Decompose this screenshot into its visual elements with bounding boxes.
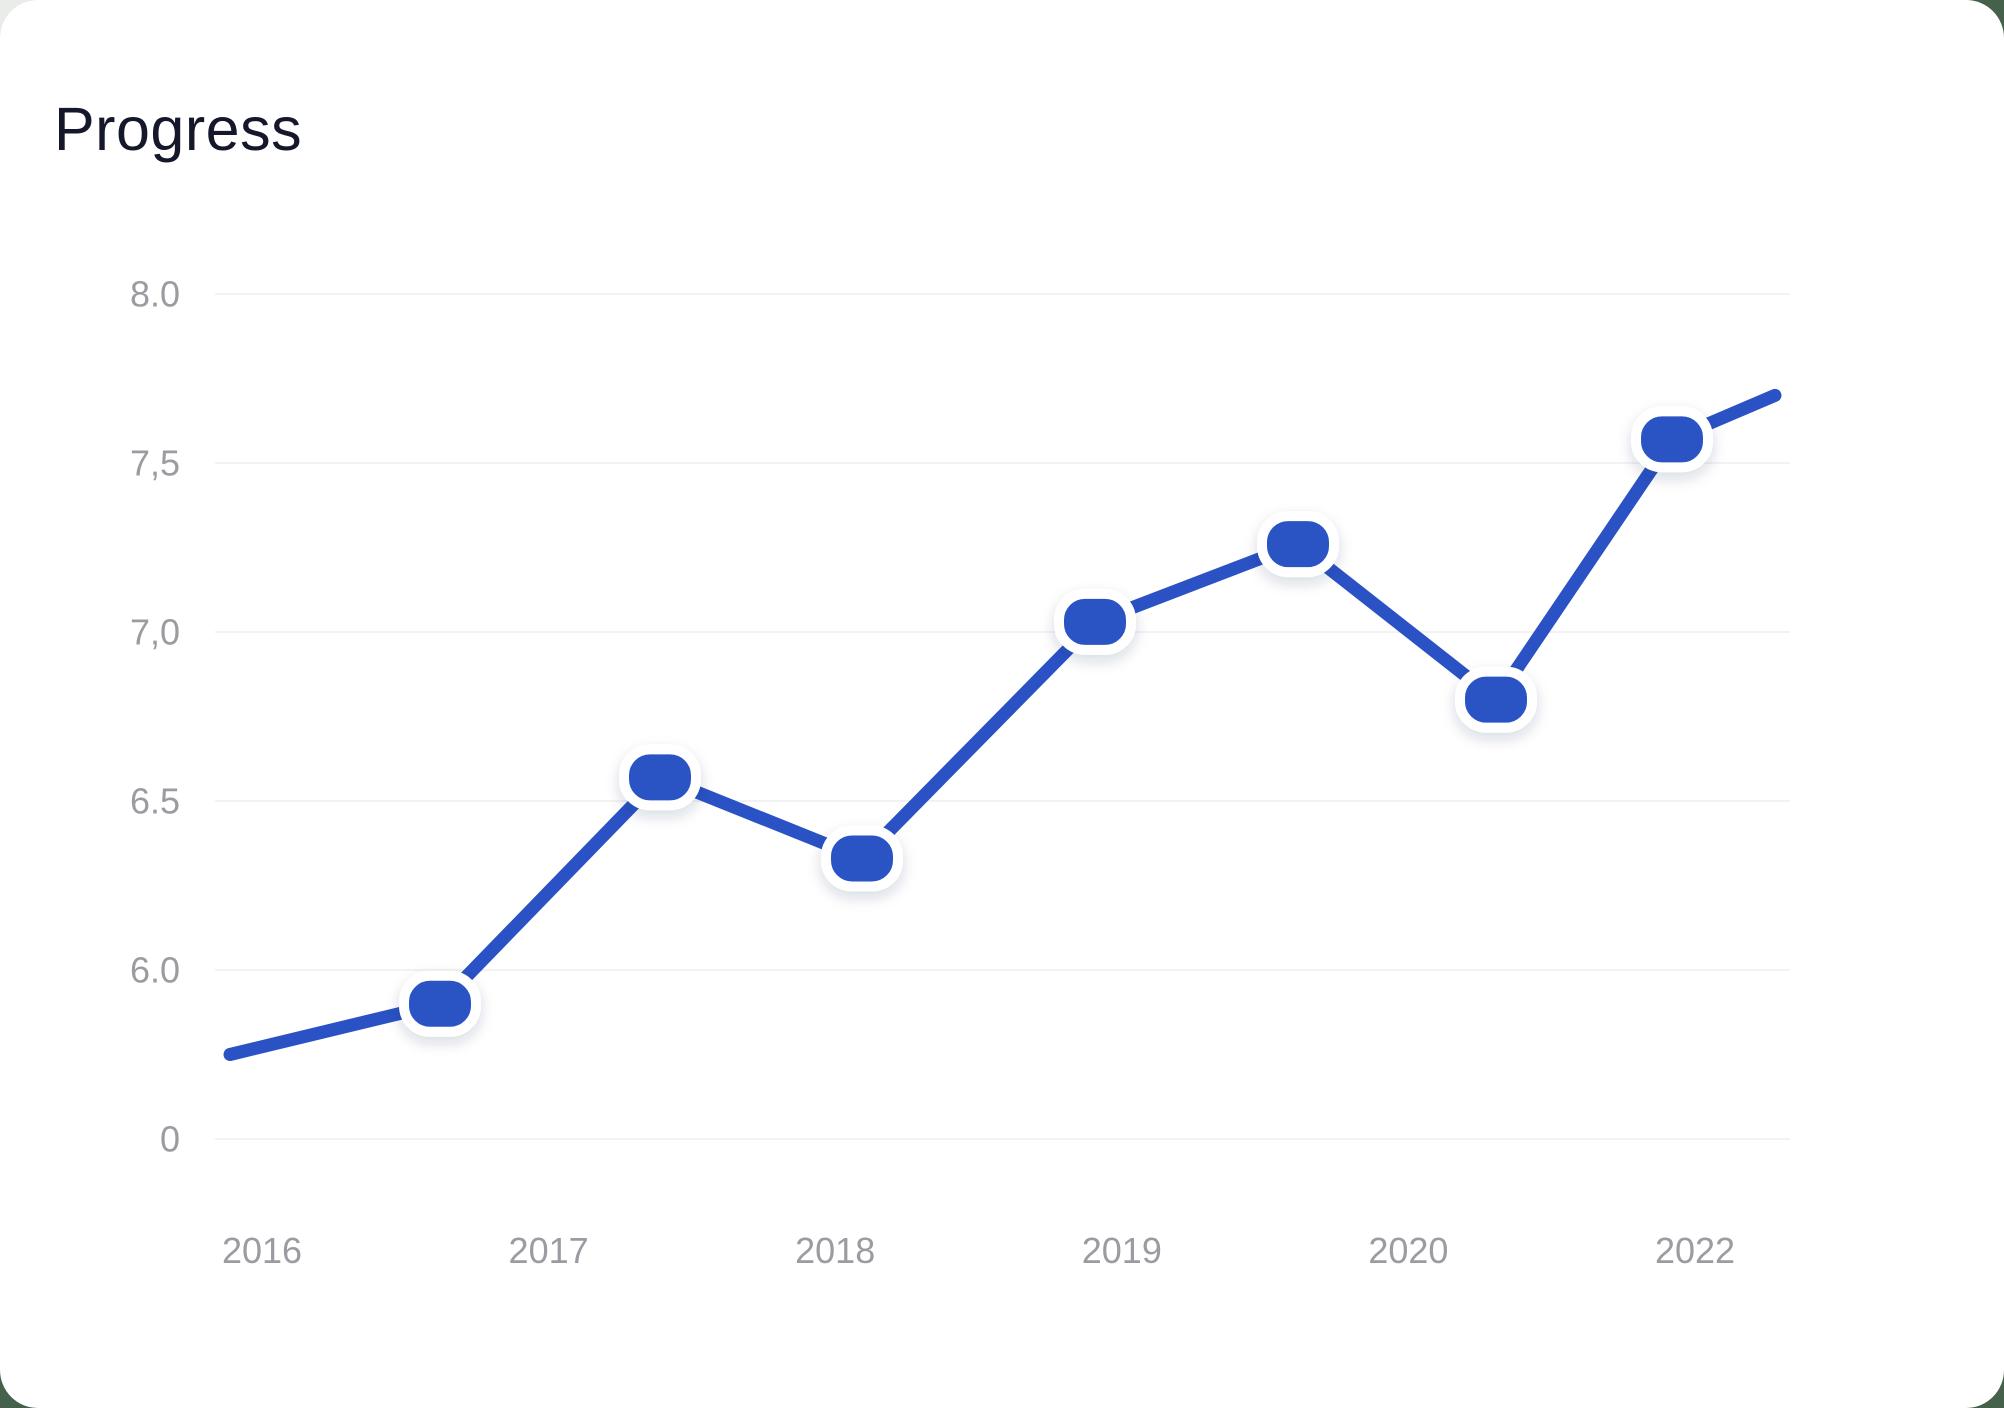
y-tick-label: 6.0 <box>130 950 180 991</box>
x-tick-label: 2017 <box>509 1230 589 1271</box>
data-point-marker[interactable] <box>1054 588 1136 655</box>
data-point-marker[interactable] <box>1257 511 1339 578</box>
data-point-marker[interactable] <box>1631 406 1713 473</box>
y-tick-label: 8.0 <box>130 274 180 315</box>
y-tick-label: 7,0 <box>130 612 180 653</box>
x-tick-label: 2018 <box>795 1230 875 1271</box>
x-tick-label: 2022 <box>1655 1230 1735 1271</box>
data-point-marker[interactable] <box>1455 666 1537 733</box>
x-tick-label: 2020 <box>1368 1230 1448 1271</box>
data-point-marker[interactable] <box>399 970 481 1037</box>
chart-title: Progress <box>54 95 303 163</box>
y-tick-label: 0 <box>160 1119 180 1160</box>
progress-line <box>223 388 1782 1061</box>
y-tick-label: 7,5 <box>130 443 180 484</box>
x-tick-label: 2019 <box>1082 1230 1162 1271</box>
data-point-marker[interactable] <box>821 825 903 892</box>
x-tick-label: 2016 <box>222 1230 302 1271</box>
y-tick-label: 6.5 <box>130 781 180 822</box>
data-point-marker[interactable] <box>619 744 701 811</box>
